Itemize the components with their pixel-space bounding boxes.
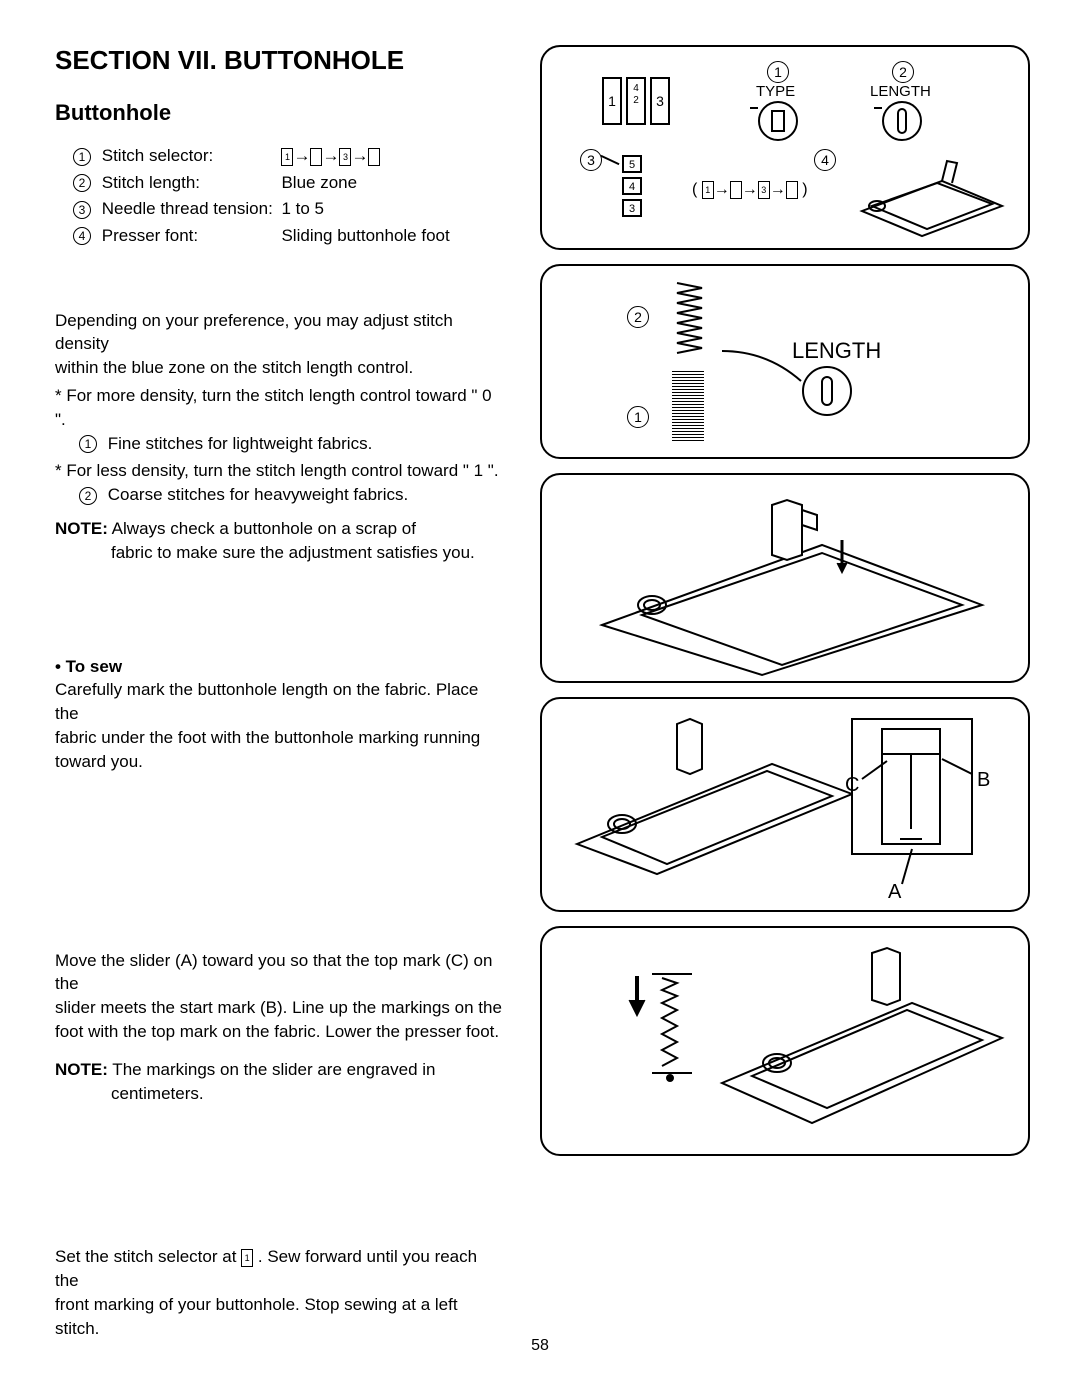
settings-value: Sliding buttonhole foot	[281, 224, 449, 249]
settings-row: 3 Needle thread tension: 1 to 5	[73, 197, 505, 222]
length-label: LENGTH	[870, 83, 931, 100]
slider-marks-icon	[542, 699, 1028, 910]
settings-value: Blue zone	[281, 171, 357, 196]
circled-number: 2	[79, 487, 97, 505]
slider-text: Move the slider (A) toward you so that t…	[55, 949, 505, 997]
presser-foot-icon	[842, 151, 1012, 241]
circled-number-1: 1	[73, 148, 91, 166]
page-number: 58	[531, 1337, 549, 1355]
density-subitem: 2 Coarse stitches for heavyweight fabric…	[79, 483, 505, 507]
subsection-title: Buttonhole	[55, 100, 505, 126]
settings-row: 1 Stitch selector: 1→→3→	[73, 144, 505, 169]
diagram-stitch-density: 2 1 LENGTH	[540, 264, 1030, 459]
callout-3: 3	[580, 149, 602, 171]
subitem-text: Coarse stitches for heavyweight fabrics.	[108, 485, 408, 504]
note-label: NOTE:	[55, 1060, 108, 1079]
settings-label: Stitch selector:	[102, 144, 277, 169]
buttonhole-icon: 1	[241, 1249, 253, 1267]
section-title: SECTION VII. BUTTONHOLE	[55, 45, 505, 76]
circled-number-3: 3	[73, 201, 91, 219]
mark-a: A	[888, 881, 901, 904]
final-text: front marking of your buttonhole. Stop s…	[55, 1293, 505, 1341]
slider-note: NOTE: The markings on the slider are eng…	[55, 1058, 505, 1106]
to-sew-block: • To sew Carefully mark the buttonhole l…	[55, 655, 505, 774]
density-intro: Depending on your preference, you may ad…	[55, 309, 505, 357]
slider-block: Move the slider (A) toward you so that t…	[55, 949, 505, 1106]
final-block: Set the stitch selector at 1 . Sew forwa…	[55, 1245, 505, 1340]
circled-number-4: 4	[73, 227, 91, 245]
callout-1: 1	[767, 61, 789, 83]
subitem-text: Fine stitches for lightweight fabrics.	[108, 434, 373, 453]
presser-foot-fabric-icon	[542, 475, 1028, 681]
note-label: NOTE:	[55, 519, 108, 538]
final-text-part: Set the stitch selector at	[55, 1247, 241, 1266]
density-intro: within the blue zone on the stitch lengt…	[55, 356, 505, 380]
slider-text: foot with the top mark on the fabric. Lo…	[55, 1020, 505, 1044]
diagram-column: 1 2 TYPE LENGTH 1 42 3 3 4 5 4 3 ( 1→→3→…	[540, 45, 1030, 1170]
callout-2: 2	[627, 306, 649, 328]
density-item: * For more density, turn the stitch leng…	[55, 384, 505, 432]
sew-forward-icon	[542, 928, 1028, 1154]
note-text: fabric to make sure the adjustment satis…	[111, 541, 505, 565]
type-label: TYPE	[756, 83, 795, 100]
note-text: centimeters.	[111, 1082, 505, 1106]
note-block: NOTE: Always check a buttonhole on a scr…	[55, 517, 505, 565]
settings-row: 4 Presser font: Sliding buttonhole foot	[73, 224, 505, 249]
callout-1: 1	[627, 406, 649, 428]
mark-b: B	[977, 769, 990, 792]
density-subitem: 1 Fine stitches for lightweight fabrics.	[79, 432, 505, 456]
settings-list: 1 Stitch selector: 1→→3→ 2 Stitch length…	[73, 144, 505, 249]
slider-text: slider meets the start mark (B). Line up…	[55, 996, 505, 1020]
diagram-sew-forward	[540, 926, 1030, 1156]
circled-number: 1	[79, 435, 97, 453]
settings-label: Presser font:	[102, 224, 277, 249]
density-block: Depending on your preference, you may ad…	[55, 309, 505, 565]
circled-number-2: 2	[73, 174, 91, 192]
to-sew-title: • To sew	[55, 655, 505, 679]
final-text: Set the stitch selector at 1 . Sew forwa…	[55, 1245, 505, 1293]
diagram-settings-dials: 1 2 TYPE LENGTH 1 42 3 3 4 5 4 3 ( 1→→3→…	[540, 45, 1030, 250]
diagram-slider-marks: C B A	[540, 697, 1030, 912]
to-sew-text: toward you.	[55, 750, 505, 774]
note-text: The markings on the slider are engraved …	[108, 1060, 436, 1079]
to-sew-text: Carefully mark the buttonhole length on …	[55, 678, 505, 726]
settings-label: Stitch length:	[102, 171, 277, 196]
settings-label: Needle thread tension:	[102, 197, 277, 222]
settings-row: 2 Stitch length: Blue zone	[73, 171, 505, 196]
diagram-fabric-placement	[540, 473, 1030, 683]
note-text: Always check a buttonhole on a scrap of	[108, 519, 416, 538]
mark-c: C	[845, 774, 859, 797]
density-item: * For less density, turn the stitch leng…	[55, 459, 505, 483]
callout-4: 4	[814, 149, 836, 171]
callout-2: 2	[892, 61, 914, 83]
text-column: SECTION VII. BUTTONHOLE Buttonhole 1 Sti…	[55, 45, 505, 1340]
settings-value: 1→→3→	[281, 144, 380, 169]
to-sew-text: fabric under the foot with the buttonhol…	[55, 726, 505, 750]
settings-value: 1 to 5	[281, 197, 324, 222]
